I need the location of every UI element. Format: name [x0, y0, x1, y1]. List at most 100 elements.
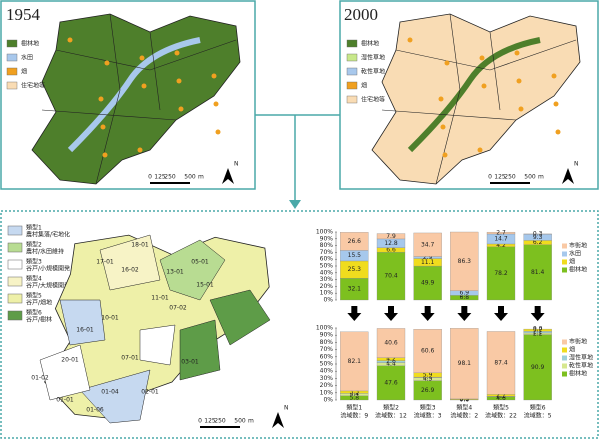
legend-label: 水田 [569, 250, 581, 258]
value-label: 2.6 [386, 358, 396, 365]
value-label: 49.9 [421, 280, 435, 287]
y-tick-label: 100% [316, 325, 333, 332]
legend-label: 湿性草地 [569, 354, 593, 362]
value-label: 12.8 [384, 240, 398, 247]
watershed-label: 18-01 [131, 242, 149, 249]
legend-swatch [346, 95, 358, 104]
value-label: 60.6 [421, 348, 435, 355]
value-label: 6.9 [460, 290, 470, 297]
bar-segment [486, 231, 516, 235]
value-label: 2.9 [423, 254, 433, 261]
value-label: 15.5 [348, 252, 362, 259]
value-label: 3.2 [533, 327, 543, 334]
map-patch [104, 60, 110, 66]
y-tick-label: 10% [320, 389, 334, 396]
map-patch [176, 78, 182, 84]
watershed-label: 07-02 [169, 305, 187, 312]
legend-label: 住宅地等 [21, 82, 45, 90]
value-label: 2.7 [496, 230, 506, 237]
legend-swatch [7, 310, 23, 321]
map-title: 2000 [344, 5, 378, 24]
watershed-label: 01-01 [56, 397, 74, 404]
type-region [179, 319, 221, 381]
type-region [159, 239, 226, 301]
connector-arrow [289, 200, 301, 209]
x-count-label: 流域数：2 [450, 412, 478, 420]
x-tick-label: 類型5 [493, 404, 509, 412]
watershed-label: 05-01 [191, 259, 209, 266]
watershed-label: 16-02 [121, 267, 139, 274]
bar-segment [413, 329, 442, 374]
bar-segment [376, 233, 406, 240]
north-label: N [234, 161, 239, 168]
legend-swatch [7, 293, 23, 304]
watershed-label: 02-01 [141, 389, 159, 396]
legend-desc: 谷戸/樹林 [26, 316, 52, 324]
legend-swatch [6, 81, 18, 90]
map-patch [481, 83, 487, 89]
bar-segment [413, 265, 442, 301]
y-tick-label: 70% [320, 249, 334, 256]
value-label: 4.3 [423, 376, 433, 383]
value-label: 6.8 [460, 294, 470, 301]
y-tick-label: 100% [316, 229, 333, 236]
value-label: 70.4 [384, 273, 398, 280]
map-patch [102, 152, 108, 158]
y-tick-label: 80% [320, 242, 334, 249]
y-tick-label: 80% [320, 339, 334, 346]
legend-swatch [562, 251, 567, 257]
y-tick-label: 90% [320, 235, 334, 242]
scale-label: 500 [184, 174, 196, 181]
value-label: 25.3 [348, 266, 362, 273]
map-boundaries [381, 13, 577, 185]
watershed-label: 17-01 [96, 259, 114, 266]
map-patch [518, 106, 524, 112]
y-tick-label: 60% [320, 353, 334, 360]
type-region [99, 234, 161, 291]
legend-label: 畑 [569, 258, 575, 266]
y-tick-label: 30% [320, 276, 334, 283]
legend-desc: 谷戸/大規模開発 [26, 282, 70, 290]
scale-label: 125 [154, 174, 166, 181]
legend-swatch [7, 242, 23, 253]
value-label: 87.4 [494, 359, 508, 366]
map-patch [67, 37, 73, 43]
value-label: 2.2 [533, 329, 543, 336]
value-label: 5.8 [350, 394, 360, 401]
legend-label: 水田 [21, 54, 33, 62]
map-patch [553, 101, 559, 107]
bar-segment [486, 246, 516, 301]
legend-label: 畑 [21, 68, 27, 76]
type-region [39, 344, 91, 401]
bar-segment [376, 328, 406, 358]
scale-label: 0 [148, 174, 152, 181]
legend-swatch [562, 243, 567, 249]
map-patch [514, 50, 520, 56]
value-label: 4.6 [496, 395, 506, 402]
value-label: 9.3 [533, 234, 543, 241]
map-outline [371, 13, 581, 185]
legend-swatch [562, 355, 567, 361]
map-patch [438, 96, 444, 102]
panel-1954 [0, 0, 256, 190]
value-label: 3.4 [350, 391, 360, 398]
x-tick-label: 類型4 [456, 404, 472, 412]
y-tick-label: 10% [320, 290, 334, 297]
value-label: 5.9 [423, 371, 433, 378]
legend-desc: 農村/水田維持 [26, 248, 64, 256]
legend-desc: 谷戸/畑地 [26, 299, 52, 307]
watershed-label: 01-04 [101, 389, 119, 396]
legend-swatch [562, 363, 567, 369]
watershed-label: 13-01 [166, 269, 184, 276]
y-tick-label: 20% [320, 283, 334, 290]
value-label: 3.3 [350, 389, 360, 396]
scale-label: 500 [524, 174, 536, 181]
map-river [67, 37, 201, 153]
value-label: 47.6 [384, 379, 398, 386]
value-label: 4.4 [386, 361, 396, 368]
bar-segment [523, 328, 552, 332]
legend-swatch [7, 259, 23, 270]
y-tick-label: 0% [323, 397, 333, 404]
map-patch [477, 147, 483, 153]
